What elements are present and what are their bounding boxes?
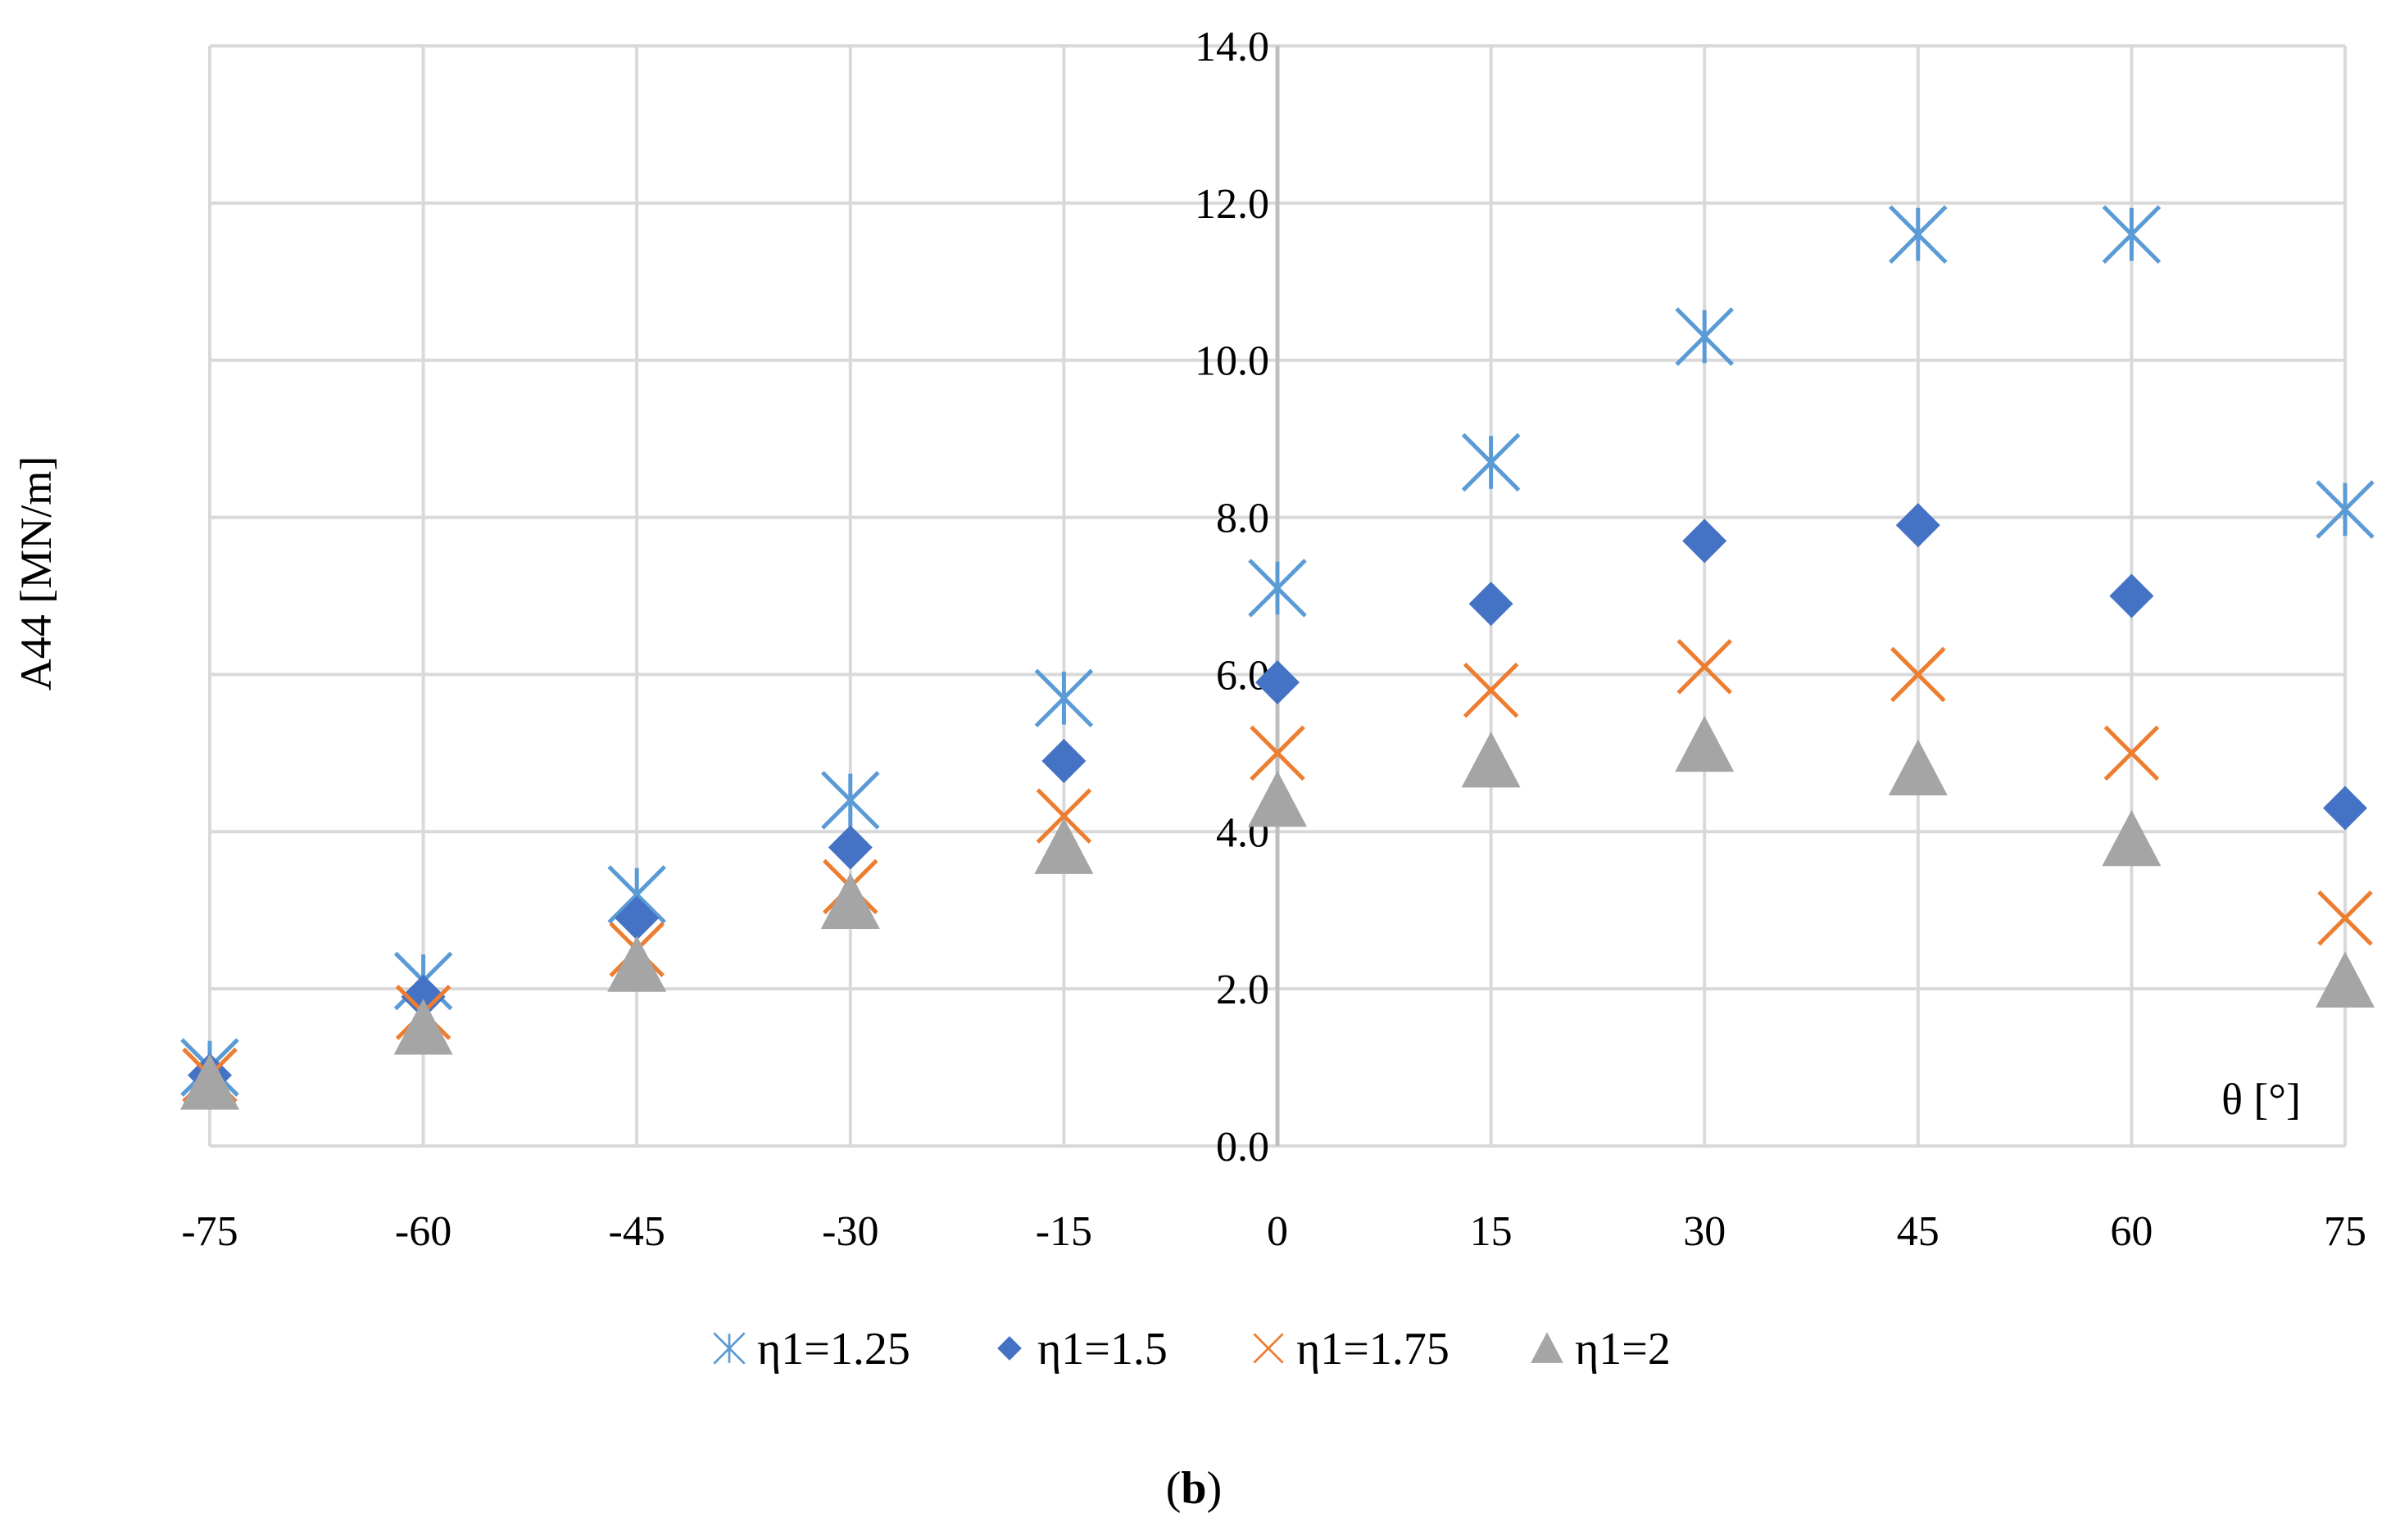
x-tick-label: 30 (1683, 1208, 1726, 1255)
legend-marker-triangle (1531, 1332, 1563, 1363)
axes: 0.02.04.06.08.010.012.014.0-75 -60 -45 -30-… (181, 24, 2366, 1255)
data-point (401, 974, 446, 1019)
legend-item: η1=1.5 (997, 1324, 1168, 1375)
data-point (1041, 738, 1087, 783)
caption-letter: b (1181, 1463, 1206, 1514)
data-point (1034, 818, 1094, 874)
data-point (2102, 205, 2162, 264)
data-point (1461, 731, 1521, 788)
y-tick-label: 8.0 (1216, 496, 1269, 542)
legend-item: η1=1.25 (713, 1324, 910, 1375)
marker-stroke (1890, 646, 1946, 703)
data-point (2316, 480, 2375, 539)
x-tick-label: 75 (2324, 1208, 2366, 1255)
data-point (1248, 770, 1307, 827)
data-point (1675, 307, 1734, 366)
marker-stroke (1676, 639, 1732, 695)
y-tick-label: 6.0 (1216, 652, 1269, 699)
marker-stroke (2103, 725, 2160, 781)
data-point (2317, 890, 2373, 946)
data-point (1255, 660, 1300, 705)
x-tick-label: -45 (609, 1208, 665, 1255)
data-point (2323, 786, 2367, 831)
data-point (615, 895, 660, 940)
data-point (1248, 559, 1307, 618)
legend-marker-diamond (997, 1336, 1022, 1361)
y-tick-label: 12.0 (1195, 181, 1269, 228)
marker-stroke (1253, 1333, 1284, 1364)
data-point (1676, 639, 1732, 695)
legend-item: η1=2 (1531, 1324, 1671, 1375)
data-point (607, 935, 667, 992)
data-point (1895, 503, 1940, 548)
data-point (2316, 951, 2375, 1008)
data-point (1682, 519, 1727, 564)
x-axis-title: θ [°] (2221, 1075, 2301, 1124)
legend-marker-cross (1253, 1333, 1284, 1364)
caption-close: ) (1207, 1463, 1223, 1514)
marker-stroke (2317, 890, 2373, 946)
x-tick-label: 60 (2110, 1208, 2153, 1255)
data-point (828, 825, 873, 870)
legend-label: η1=1.5 (1037, 1324, 1168, 1375)
data-point (1468, 582, 1513, 627)
marker-stroke (1250, 725, 1305, 781)
data-point (1461, 433, 1521, 492)
x-tick-label: 0 (1267, 1208, 1288, 1255)
marker-stroke (1036, 788, 1092, 844)
data-point (1675, 715, 1735, 772)
data-point (1889, 205, 1948, 264)
data-marks (180, 205, 2375, 1110)
y-axis-title: A44 [MN/m] (11, 456, 61, 691)
series-4 (180, 715, 2375, 1110)
data-point (393, 999, 453, 1055)
data-point (1034, 668, 1094, 727)
x-tick-label: -15 (1036, 1208, 1092, 1255)
legend-label: η1=1.25 (757, 1324, 910, 1375)
marker-stroke (1463, 662, 1519, 718)
x-tick-label: 15 (1470, 1208, 1513, 1255)
x-tick-label: -30 (822, 1208, 878, 1255)
figure-caption: (b) (1166, 1463, 1222, 1514)
legend: η1=1.25 η1=1.5 η1=1.75 η1=2 (713, 1324, 1671, 1375)
data-point (821, 771, 880, 830)
data-point (1463, 662, 1519, 718)
legend-label: η1=1.75 (1296, 1324, 1450, 1375)
data-point (1888, 739, 1948, 795)
caption-open: ( (1166, 1463, 1182, 1514)
y-tick-label: 10.0 (1195, 338, 1269, 385)
data-point (2103, 725, 2160, 781)
data-point (820, 872, 880, 930)
legend-marker-asterisk (713, 1332, 746, 1365)
y-tick-label: 0.0 (1216, 1124, 1269, 1171)
y-tick-label: 2.0 (1216, 967, 1269, 1013)
legend-label: η1=2 (1575, 1324, 1671, 1375)
x-tick-label: -60 (395, 1208, 451, 1255)
data-point (1036, 788, 1092, 844)
x-tick-label: -75 (181, 1208, 238, 1255)
data-point (1250, 725, 1305, 781)
data-point (1890, 646, 1946, 703)
data-point (180, 1053, 239, 1110)
data-point (2102, 809, 2162, 867)
data-point (2109, 573, 2154, 618)
legend-item: η1=1.75 (1253, 1324, 1450, 1375)
axis-labels: A44 [MN/m] θ [°] (11, 456, 2301, 1124)
x-tick-label: 45 (1897, 1208, 1940, 1255)
y-tick-label: 14.0 (1195, 24, 1269, 70)
